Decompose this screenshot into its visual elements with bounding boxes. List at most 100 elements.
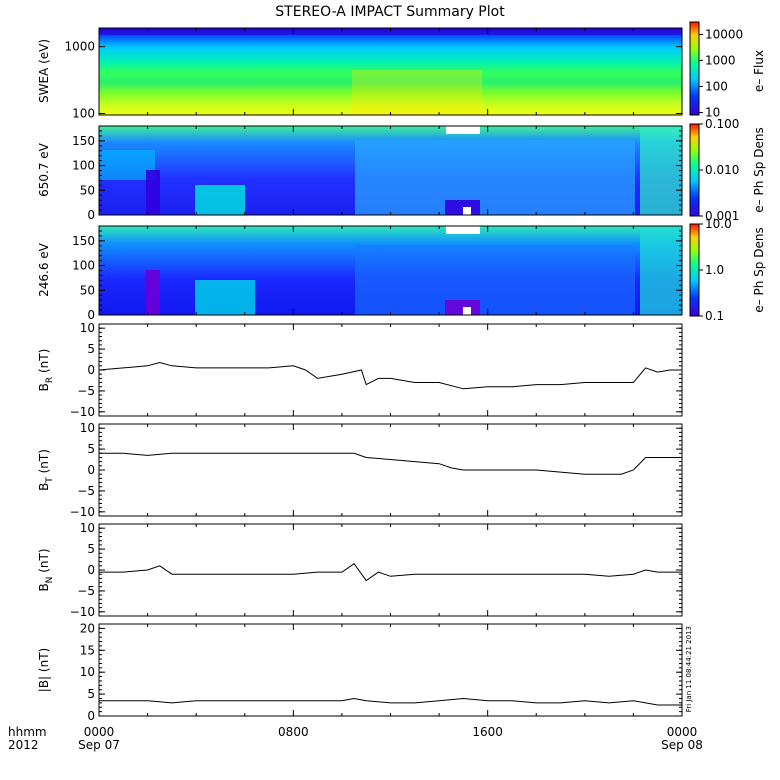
pad650-end-block [640,126,682,215]
colorbar-tick-label: 1000 [705,53,736,67]
y-tick-label: −5 [77,384,95,398]
y-tick-label: 5 [87,342,95,356]
y-tick-label: −5 [77,584,95,598]
y-tick-label: 0 [87,463,95,477]
time-tick-label: 0800 [278,725,309,739]
y-tick-label: 100 [72,107,95,121]
y-tick-label: 15 [80,643,95,657]
pad650-colorbar-label: e– Ph Sp Dens [752,127,766,212]
y-tick-label: 50 [80,283,95,297]
colorbar-tick-label: 0.001 [705,209,739,223]
plot-title: STEREO-A IMPACT Summary Plot [275,4,505,20]
time-tick-label: 0000 [84,725,115,739]
pad650-mid-region [100,150,155,180]
y-tick-label: 0 [87,208,95,222]
bn-series-line [99,563,682,582]
y-tick-label: 5 [87,442,95,456]
bn-y-axis: −10 −5 0 5 10 [70,521,683,619]
pad246-low-region [195,280,255,315]
time-axis-row2-label: 2012 [8,738,39,752]
bt-y-label-sub: T [45,477,55,484]
y-tick-label: 50 [80,183,95,197]
bn-y-label-main: B [37,583,51,591]
y-tick-label: −10 [70,405,95,419]
panel-650eV: 0 50 100 150 650.7 eV 0.001 0.010 0.100 e– Ph… [37,117,766,223]
pad246-colorbar [689,223,700,317]
br-y-axis: −10 −5 0 5 10 [70,321,683,419]
pad650-y-label: 650.7 eV [37,142,51,197]
swea-enhanced-region [352,70,482,115]
pad650-colorbar-ticks: 0.001 0.010 0.100 [699,117,739,223]
time-axis-row1-label: hhmm [8,725,47,739]
pad246-data-gap [446,226,480,234]
y-tick-label: 0 [87,709,95,723]
y-tick-label: −10 [70,605,95,619]
pad650-dark-strip [146,170,160,215]
y-tick-label: 20 [80,621,95,635]
swea-colorbar [689,21,700,116]
time-tick-label: 0000 [667,725,698,739]
bt-y-label-main: B [37,483,51,491]
colorbar-tick-label: 10.0 [705,217,732,231]
y-tick-label: 150 [72,134,95,148]
bt-y-label-unit: (nT) [37,449,51,477]
date-tick-label: Sep 07 [78,738,120,752]
bn-y-label: BN (nT) [37,548,55,591]
bn-y-label-sub: N [45,577,55,584]
y-tick-label: −5 [77,484,95,498]
colorbar-tick-label: 100 [705,79,728,93]
y-tick-label: −10 [70,505,95,519]
bt-y-axis: −10 −5 0 5 10 [70,421,683,519]
bn-frame [98,523,683,617]
pad246-dark-blob [445,300,480,315]
swea-y-label: SWEA (eV) [37,39,51,103]
y-tick-label: 0 [87,308,95,322]
pad246-data-gap [463,307,471,315]
colorbar-tick-label: 10000 [705,27,743,41]
pad246-y-label: 246.6 eV [37,242,51,297]
panel-bt: −10 −5 0 5 10 BT (nT) [37,421,683,519]
y-tick-label: 0 [87,363,95,377]
br-y-label-sub: R [45,377,55,383]
pad246-dark-strip [146,270,160,315]
panel-bn: −10 −5 0 5 10 BN (nT) [37,521,683,619]
bmag-frame [98,623,683,717]
processing-timestamp: Fri Jan 11 08:44:21 2013 [685,626,693,712]
bmag-series-line [99,697,682,706]
br-y-label: BR (nT) [37,349,55,392]
panel-br: −10 −5 0 5 10 BR (nT) [37,321,683,419]
pad650-low-region [195,185,245,215]
y-tick-label: 150 [72,234,95,248]
swea-y-axis: 100 1000 [64,28,683,121]
panel-swea: 100 1000 SWEA (eV) 10 100 1000 10000 e– Flux [37,21,766,121]
bn-y-label-unit: (nT) [37,548,51,576]
colorbar-tick-label: 0.010 [705,163,739,177]
swea-top-band [99,28,682,35]
pad650-data-gap [446,126,480,134]
y-tick-label: 5 [87,687,95,701]
bt-y-label: BT (nT) [37,449,55,491]
bt-series-line [99,452,682,475]
panel-bmag: 0 5 10 15 20 |B| (nT) Fri Jan 11 08:44:21 20… [37,621,693,723]
panel-246eV: 0 50 100 150 246.6 eV 0.1 1.0 10.0 e– Ph Sp D… [37,217,766,323]
y-tick-label: 10 [80,321,95,335]
colorbar-tick-label: 0.1 [705,309,724,323]
y-tick-label: 100 [72,259,95,273]
colorbar-tick-label: 1.0 [705,263,724,277]
br-frame [98,323,683,417]
pad650-y-axis: 0 50 100 150 [72,125,683,222]
y-tick-label: 10 [80,665,95,679]
br-y-label-unit: (nT) [37,349,51,377]
y-tick-label: 10 [80,421,95,435]
colorbar-tick-label: 0.100 [705,117,739,131]
y-tick-label: 10 [80,521,95,535]
pad246-colorbar-label: e– Ph Sp Dens [752,227,766,312]
swea-colorbar-ticks: 10 100 1000 10000 [699,27,743,119]
date-tick-label: Sep 08 [661,738,703,752]
pad246-colorbar-ticks: 0.1 1.0 10.0 [699,217,732,323]
pad650-data-gap [463,207,471,215]
swea-spectrogram [99,28,682,115]
pad246-background-block [355,245,635,315]
